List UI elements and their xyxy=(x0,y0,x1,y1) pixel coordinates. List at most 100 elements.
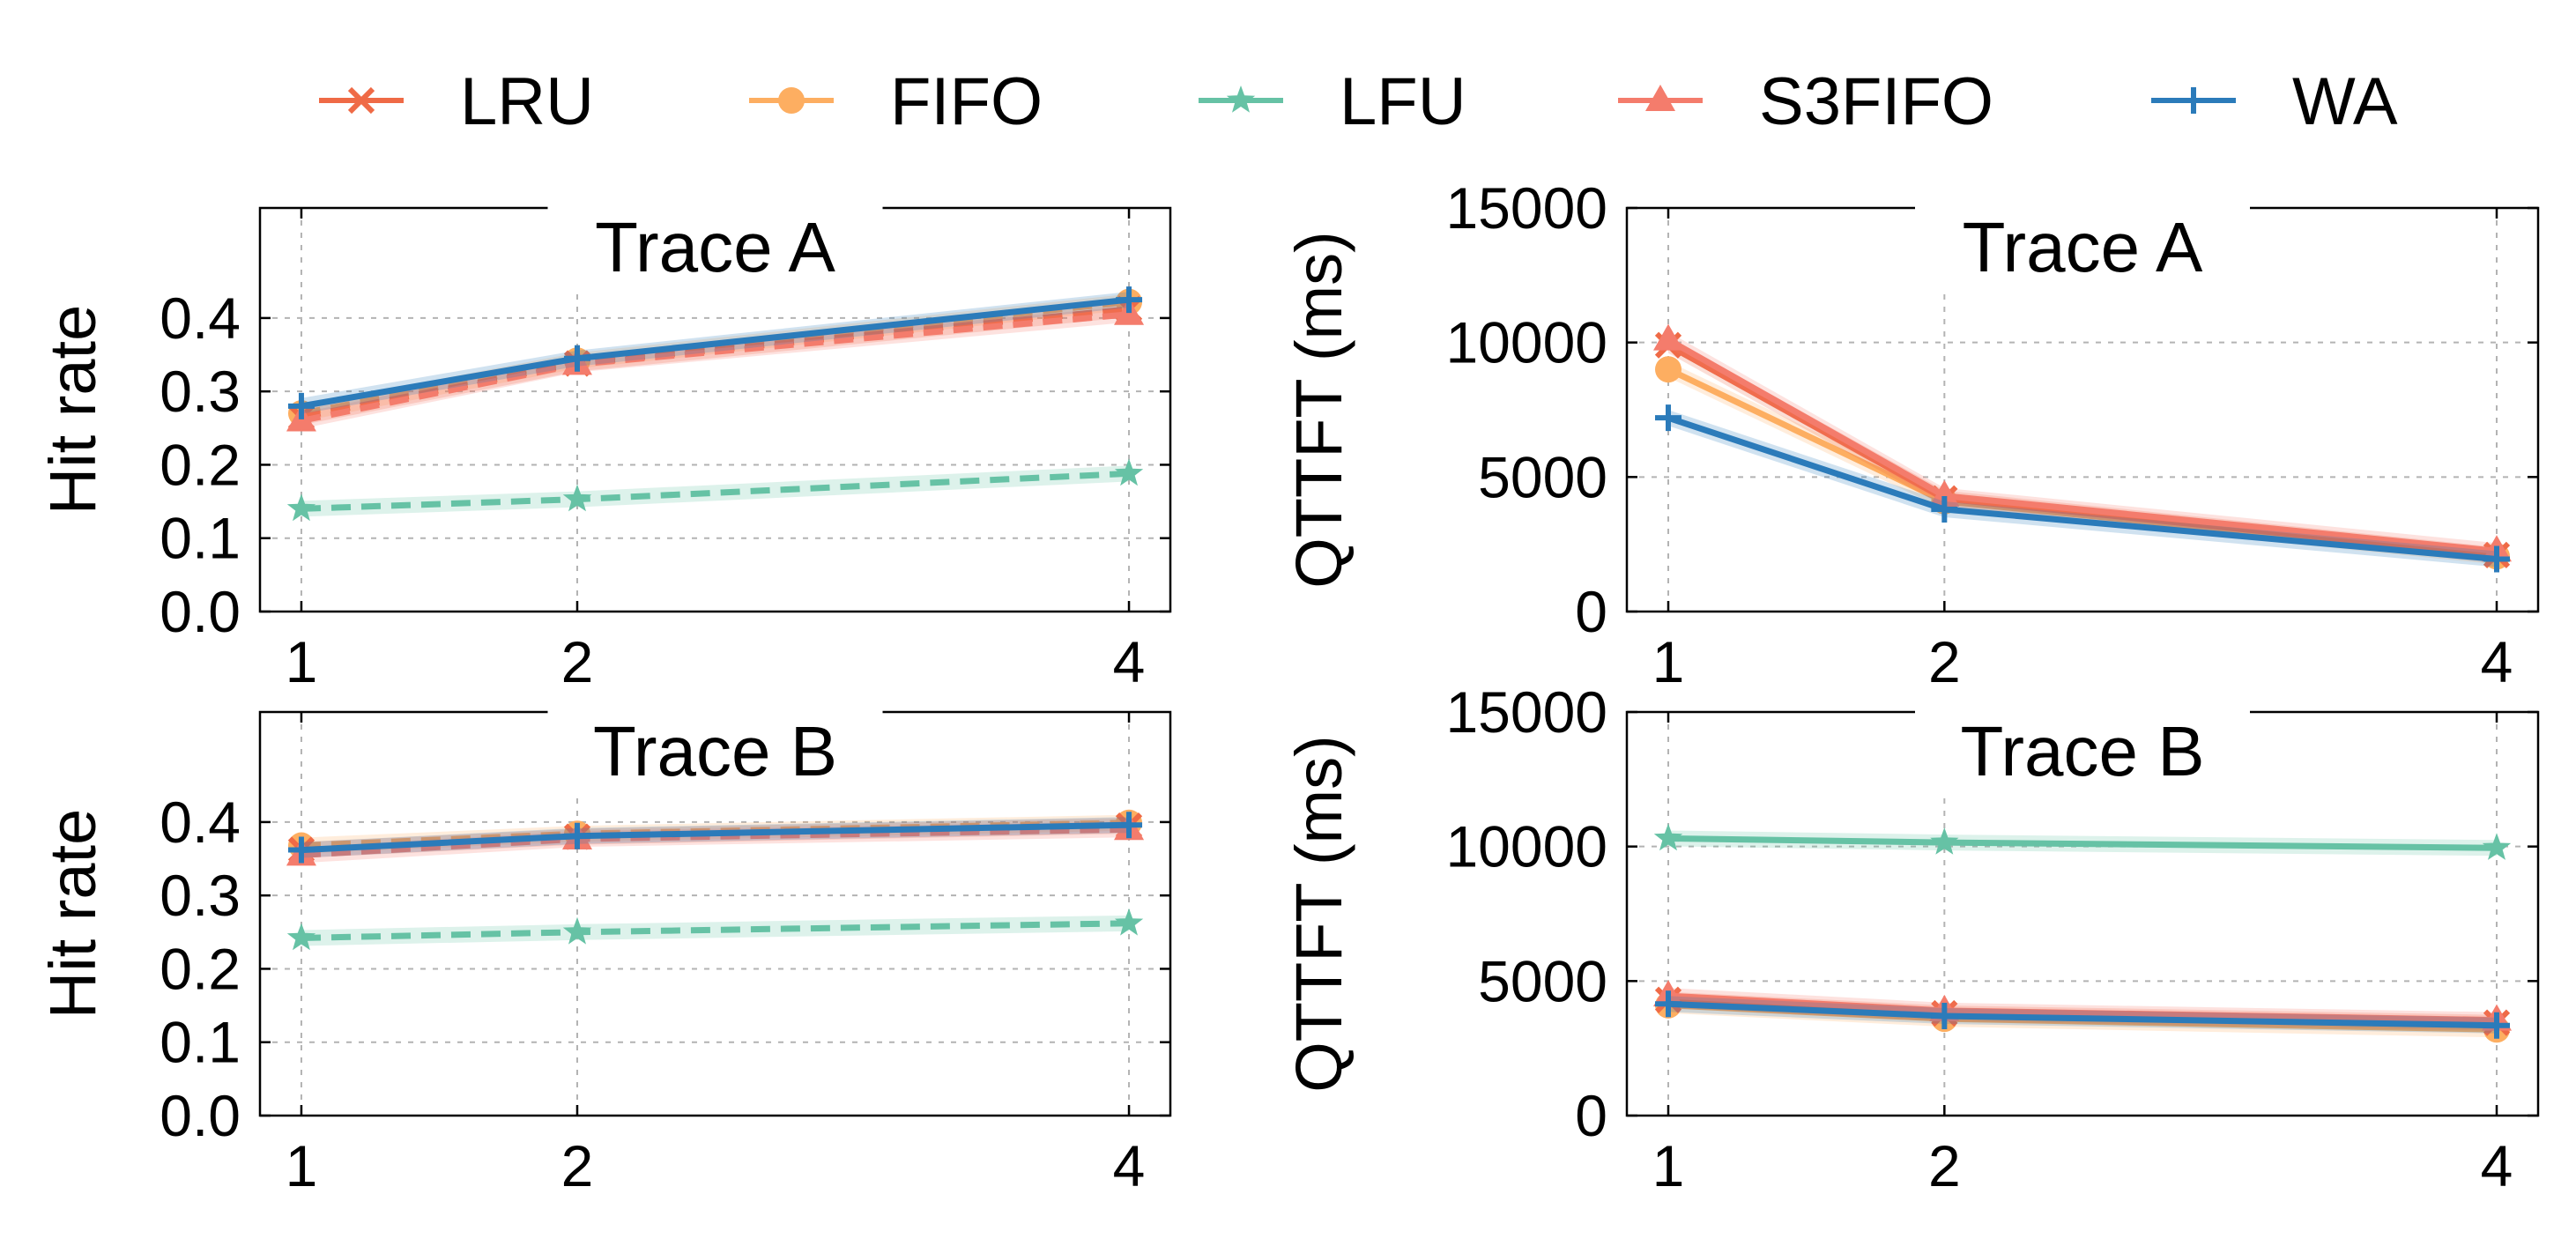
y-axis-label: QTTFT (ms) xyxy=(1282,231,1355,589)
y-tick-label: 0.0 xyxy=(160,1083,241,1148)
panel-title-backdrop xyxy=(1915,203,2250,291)
panel-title-group: Trace A xyxy=(547,203,883,291)
y-tick-label: 0.3 xyxy=(160,359,241,424)
panel-title-group: Trace B xyxy=(1915,707,2250,795)
legend-marker-lfu xyxy=(1226,85,1256,113)
data-point-wa xyxy=(1931,495,1958,523)
data-point-lfu xyxy=(286,493,316,522)
axes: 1 2 4 0 5000 10000 15000 xyxy=(1445,175,2540,694)
y-tick-label: 0.1 xyxy=(160,506,241,571)
panel-title-backdrop xyxy=(1915,707,2250,795)
panel-hit-rate-trace-b: 1 2 4 0.0 0.1 0.2 0.3 0.4 Trace B Hit rate xyxy=(36,707,1172,1198)
x-tick-label: 1 xyxy=(1652,629,1685,694)
x-tick-label: 4 xyxy=(2481,1133,2513,1198)
legend-label-lfu: LFU xyxy=(1340,64,1466,139)
data-point-wa xyxy=(1931,1003,1958,1030)
y-tick-label: 0.3 xyxy=(160,863,241,928)
series-band-s3fifo xyxy=(1668,331,2497,560)
data-point-s3fifo xyxy=(1929,479,1960,507)
x-tick-label: 2 xyxy=(561,1133,594,1198)
axes: 1 2 4 0 5000 10000 15000 xyxy=(1445,679,2540,1198)
panel-title: Trace B xyxy=(1960,712,2204,790)
y-tick-label: 0.2 xyxy=(160,432,241,497)
data-point-wa xyxy=(1655,990,1681,1018)
y-tick-label: 0.0 xyxy=(160,579,241,644)
y-tick-label: 5000 xyxy=(1478,444,1607,509)
data-point-wa xyxy=(1116,286,1143,314)
y-tick-label: 10000 xyxy=(1445,814,1607,879)
data-point-wa xyxy=(2483,545,2510,573)
panel-title-backdrop xyxy=(547,707,883,795)
panel-hit-rate-trace-a: 1 2 4 0.0 0.1 0.2 0.3 0.4 Trace A Hit rate xyxy=(36,203,1172,694)
y-tick-label: 0.4 xyxy=(160,790,241,855)
panel-title-group: Trace A xyxy=(1915,203,2250,291)
series-group xyxy=(286,286,1145,522)
data-point-wa xyxy=(563,345,590,372)
data-point-lfu xyxy=(1930,827,1959,855)
y-tick-label: 15000 xyxy=(1445,679,1607,745)
y-tick-label: 0 xyxy=(1575,1083,1607,1148)
panel-title-group: Trace B xyxy=(547,707,883,795)
series-group xyxy=(1653,823,2512,1043)
data-point-wa xyxy=(563,822,590,849)
data-point-lfu xyxy=(562,916,592,945)
y-axis-label: QTTFT (ms) xyxy=(1282,735,1355,1093)
panel-qttft-trace-a: 1 2 4 0 5000 10000 15000 Trace A QTTFT (ms) xyxy=(1282,175,2540,694)
data-point-lfu xyxy=(562,484,592,512)
y-tick-label: 10000 xyxy=(1445,310,1607,375)
x-tick-label: 1 xyxy=(286,629,318,694)
series-band-fifo xyxy=(301,293,1129,422)
panel-qttft-trace-b: 1 2 4 0 5000 10000 15000 Trace B QTTFT (ms) xyxy=(1282,679,2540,1198)
panel-title-backdrop xyxy=(547,203,883,291)
legend-label-wa: WA xyxy=(2292,64,2398,139)
x-tick-label: 1 xyxy=(286,1133,318,1198)
series-band-s3fifo xyxy=(301,306,1129,429)
data-point-wa xyxy=(287,836,315,864)
x-tick-label: 2 xyxy=(561,629,594,694)
legend-item-wa: WA xyxy=(2151,64,2398,139)
y-tick-label: 5000 xyxy=(1478,948,1607,1013)
legend-item-lru: LRU xyxy=(319,64,594,139)
series-band-lfu xyxy=(301,915,1129,946)
y-tick-label: 15000 xyxy=(1445,175,1607,241)
panel-title: Trace A xyxy=(1963,208,2203,286)
data-point-lfu xyxy=(1653,823,1683,851)
y-tick-label: 0.1 xyxy=(160,1010,241,1075)
axes: 1 2 4 0.0 0.1 0.2 0.3 0.4 xyxy=(160,206,1172,694)
panel-title: Trace B xyxy=(593,712,837,790)
legend-label-fifo: FIFO xyxy=(890,64,1043,139)
legend-marker-wa xyxy=(2180,87,2207,114)
axes: 1 2 4 0.0 0.1 0.2 0.3 0.4 xyxy=(160,710,1172,1198)
data-point-wa xyxy=(1116,812,1143,839)
x-tick-label: 2 xyxy=(1928,1133,1961,1198)
data-point-lfu xyxy=(2482,833,2512,860)
data-point-lfu xyxy=(1114,908,1144,936)
legend-item-fifo: FIFO xyxy=(749,64,1043,139)
y-axis-label: Hit rate xyxy=(36,809,109,1020)
series-group xyxy=(286,809,1145,951)
y-axis-label: Hit rate xyxy=(36,305,109,515)
legend-label-s3fifo: S3FIFO xyxy=(1759,64,1993,139)
legend-marker-lru xyxy=(347,86,375,115)
chart-panels: 1 2 4 0.0 0.1 0.2 0.3 0.4 Trace A Hit rate 1 2 4 0 500… xyxy=(36,175,2540,1198)
data-point-wa xyxy=(287,392,315,419)
data-point-wa xyxy=(1655,404,1681,432)
x-tick-label: 2 xyxy=(1928,629,1961,694)
y-tick-label: 0.2 xyxy=(160,936,241,1001)
legend-marker-s3fifo xyxy=(1645,85,1675,111)
legend-marker-fifo xyxy=(778,87,805,114)
x-tick-label: 1 xyxy=(1652,1133,1685,1198)
y-tick-label: 0.4 xyxy=(160,286,241,351)
series-group xyxy=(1653,323,2512,573)
legend-item-lfu: LFU xyxy=(1199,64,1466,139)
legend: LRU FIFO LFU S3FIFO WA xyxy=(319,64,2398,139)
legend-item-s3fifo: S3FIFO xyxy=(1618,64,1993,139)
x-tick-label: 4 xyxy=(1113,1133,1146,1198)
y-tick-label: 0 xyxy=(1575,579,1607,644)
data-point-lfu xyxy=(286,923,316,951)
data-point-fifo xyxy=(1655,356,1681,383)
series-band-lru xyxy=(301,300,1129,426)
x-tick-label: 4 xyxy=(2481,629,2513,694)
legend-label-lru: LRU xyxy=(460,64,594,139)
